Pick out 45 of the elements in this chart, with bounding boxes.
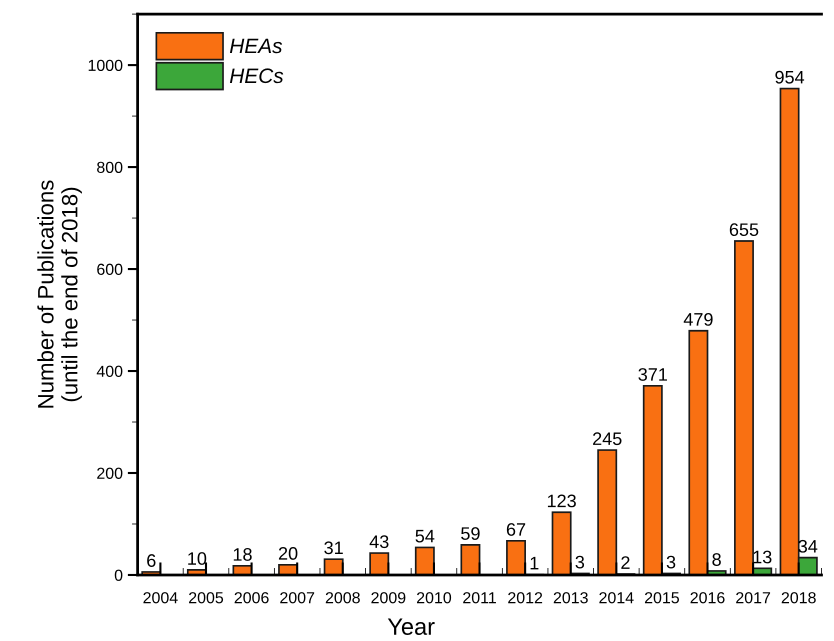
data-label: 123 bbox=[548, 494, 576, 508]
data-label: 3 bbox=[576, 556, 584, 568]
data-label: 479 bbox=[684, 313, 713, 326]
x-tick-label: 2006 bbox=[234, 592, 269, 604]
x-tick-label: 2013 bbox=[554, 592, 588, 604]
data-label: 6 bbox=[147, 554, 156, 567]
y-tick-label: 1000 bbox=[88, 60, 122, 72]
x-tick-label: 2015 bbox=[644, 592, 680, 604]
data-label: 1 bbox=[530, 556, 538, 570]
x-tick-label: 2007 bbox=[280, 592, 314, 604]
x-tick-label: 2009 bbox=[371, 592, 406, 604]
x-tick-label: 2017 bbox=[736, 592, 770, 604]
x-tick-label: 2016 bbox=[690, 592, 725, 604]
x-tick-label: 2005 bbox=[189, 592, 224, 604]
data-label: 31 bbox=[324, 541, 343, 554]
data-label: 54 bbox=[416, 530, 434, 542]
x-tick-label: 2010 bbox=[416, 592, 452, 604]
y-tick-label: 0 bbox=[114, 570, 122, 581]
data-label: 20 bbox=[278, 547, 298, 560]
x-tick-label: 2012 bbox=[508, 592, 542, 604]
data-label: 954 bbox=[775, 70, 804, 84]
data-label: 43 bbox=[370, 535, 388, 548]
data-label: 18 bbox=[234, 548, 252, 561]
y-tick-label: 200 bbox=[97, 468, 122, 479]
y-tick-label: 600 bbox=[97, 264, 122, 275]
y-tick-label: 800 bbox=[97, 162, 122, 174]
x-axis-title: Year bbox=[388, 618, 435, 635]
x-tick-label: 2018 bbox=[782, 592, 816, 604]
y-axis-title: Number of Publications (until the end of 2018) bbox=[37, 180, 82, 408]
y-tick-label: 400 bbox=[96, 366, 122, 377]
data-label: 3 bbox=[666, 556, 676, 568]
data-label: 59 bbox=[461, 527, 480, 540]
legend-label: HEAs bbox=[230, 38, 282, 54]
data-label: 655 bbox=[730, 223, 758, 236]
x-tick-label: 2014 bbox=[599, 592, 634, 604]
x-tick-label: 2004 bbox=[143, 592, 178, 604]
data-label: 67 bbox=[506, 523, 526, 536]
x-tick-label: 2008 bbox=[326, 592, 360, 604]
data-label: 371 bbox=[638, 368, 667, 381]
x-tick-label: 2011 bbox=[463, 592, 496, 604]
data-label: 2 bbox=[621, 556, 630, 569]
data-label: 10 bbox=[188, 552, 206, 565]
data-label: 8 bbox=[712, 553, 721, 566]
legend-label: HECs bbox=[230, 68, 284, 84]
data-label: 245 bbox=[593, 432, 622, 446]
